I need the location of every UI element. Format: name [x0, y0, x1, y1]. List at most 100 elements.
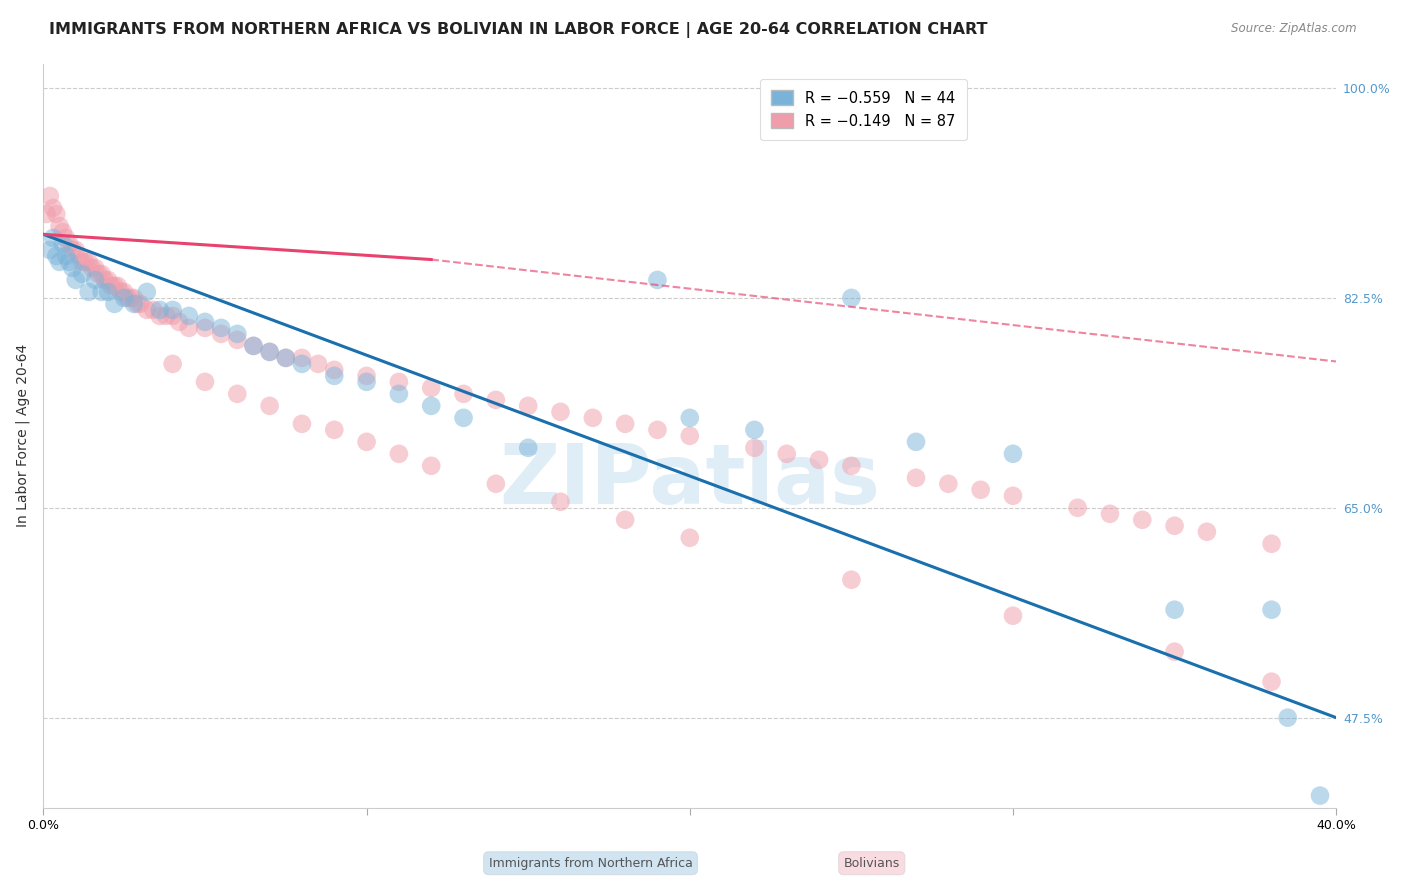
Point: [120, 291, 142, 305]
Point: [226, 326, 249, 341]
Point: [356, 375, 378, 389]
Point: [67, 249, 90, 263]
Point: [517, 399, 540, 413]
Point: [103, 279, 125, 293]
Point: [226, 333, 249, 347]
Point: [62, 243, 84, 257]
Point: [48, 219, 70, 233]
Point: [97, 273, 120, 287]
Point: [291, 351, 314, 365]
Point: [323, 368, 346, 383]
Point: [62, 260, 84, 275]
Point: [453, 387, 475, 401]
Point: [209, 326, 232, 341]
Point: [177, 309, 200, 323]
Point: [38, 243, 60, 257]
Point: [323, 363, 346, 377]
Point: [420, 399, 443, 413]
Point: [90, 267, 112, 281]
Point: [1260, 537, 1282, 551]
Point: [679, 429, 702, 443]
Point: [1001, 489, 1024, 503]
Point: [52, 225, 75, 239]
Point: [905, 471, 928, 485]
Point: [388, 387, 411, 401]
Point: [45, 207, 67, 221]
Point: [70, 255, 93, 269]
Point: [209, 321, 232, 335]
Point: [45, 249, 67, 263]
Point: [84, 273, 107, 287]
Text: ZIPatlas: ZIPatlas: [499, 440, 880, 521]
Point: [1309, 789, 1331, 803]
Point: [647, 273, 669, 287]
Point: [177, 321, 200, 335]
Point: [356, 368, 378, 383]
Point: [135, 285, 157, 299]
Point: [117, 291, 139, 305]
Point: [614, 513, 637, 527]
Point: [110, 285, 132, 299]
Point: [453, 410, 475, 425]
Point: [162, 309, 184, 323]
Point: [291, 357, 314, 371]
Point: [550, 405, 572, 419]
Point: [1277, 711, 1299, 725]
Point: [242, 339, 264, 353]
Point: [194, 315, 217, 329]
Point: [679, 531, 702, 545]
Point: [744, 423, 766, 437]
Point: [242, 339, 264, 353]
Point: [388, 447, 411, 461]
Point: [647, 423, 669, 437]
Text: Source: ZipAtlas.com: Source: ZipAtlas.com: [1232, 22, 1357, 36]
Point: [52, 236, 75, 251]
Point: [517, 441, 540, 455]
Point: [122, 291, 145, 305]
Text: IMMIGRANTS FROM NORTHERN AFRICA VS BOLIVIAN IN LABOR FORCE | AGE 20-64 CORRELATI: IMMIGRANTS FROM NORTHERN AFRICA VS BOLIV…: [49, 22, 987, 38]
Point: [194, 375, 217, 389]
Point: [1001, 447, 1024, 461]
Point: [1163, 603, 1185, 617]
Point: [167, 315, 190, 329]
Point: [582, 410, 605, 425]
Point: [1195, 524, 1218, 539]
Point: [679, 410, 702, 425]
Point: [162, 357, 184, 371]
Point: [274, 351, 297, 365]
Point: [80, 260, 103, 275]
Point: [1163, 518, 1185, 533]
Point: [135, 302, 157, 317]
Point: [65, 273, 87, 287]
Point: [122, 297, 145, 311]
Point: [485, 476, 508, 491]
Point: [77, 285, 100, 299]
Point: [87, 267, 110, 281]
Point: [259, 344, 281, 359]
Point: [420, 381, 443, 395]
Point: [259, 399, 281, 413]
Point: [905, 434, 928, 449]
Point: [58, 255, 80, 269]
Point: [127, 297, 149, 311]
Point: [808, 452, 831, 467]
Point: [1098, 507, 1121, 521]
Point: [65, 243, 87, 257]
Point: [776, 447, 799, 461]
Point: [969, 483, 991, 497]
Point: [58, 236, 80, 251]
Point: [77, 255, 100, 269]
Point: [155, 309, 177, 323]
Point: [841, 573, 863, 587]
Point: [162, 302, 184, 317]
Point: [388, 375, 411, 389]
Point: [103, 297, 125, 311]
Point: [112, 285, 135, 299]
Point: [936, 476, 959, 491]
Point: [485, 392, 508, 407]
Point: [841, 291, 863, 305]
Point: [112, 291, 135, 305]
Legend: R = −0.559   N = 44, R = −0.149   N = 87: R = −0.559 N = 44, R = −0.149 N = 87: [759, 78, 967, 140]
Point: [100, 279, 122, 293]
Point: [1066, 500, 1088, 515]
